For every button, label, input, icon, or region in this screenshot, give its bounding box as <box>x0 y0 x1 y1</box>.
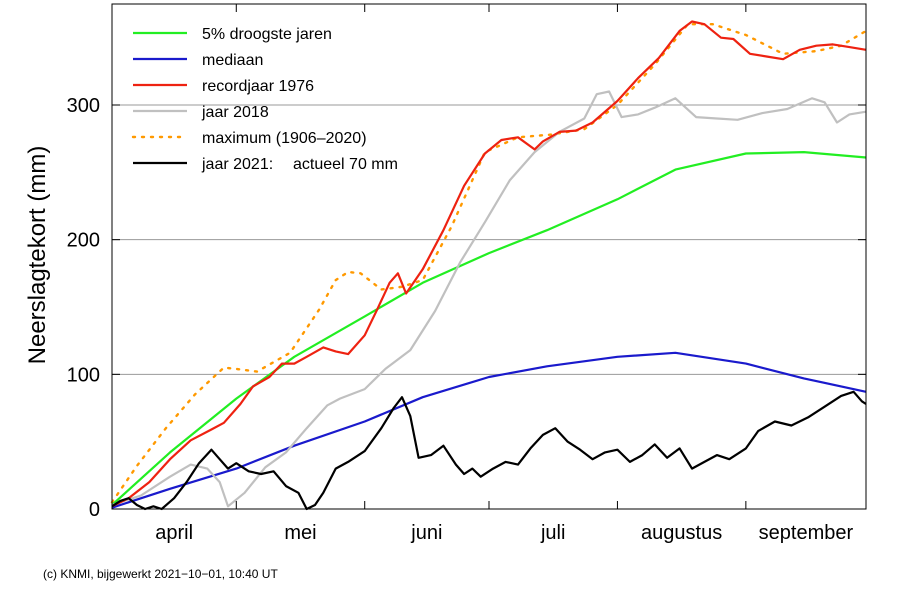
legend-label: maximum (1906–2020) <box>202 130 367 147</box>
x-tick-label: augustus <box>641 522 722 544</box>
x-tick-label: juni <box>410 522 442 544</box>
series-line-3 <box>111 90 867 508</box>
x-tick-label: mei <box>284 522 316 544</box>
grid-lines <box>112 104 866 375</box>
legend: 5% droogste jaren mediaan recordjaar 1976 j… <box>131 26 398 173</box>
y-tick-label: 200 <box>67 230 100 252</box>
series-line-5 <box>111 390 867 511</box>
x-tick-label: september <box>759 522 854 544</box>
y-axis: 0 100 200 300 <box>67 95 866 521</box>
series-line-0 <box>111 151 867 506</box>
series-line-4 <box>110 23 868 504</box>
legend-label: 5% droogste jaren <box>202 26 332 43</box>
legend-label: mediaan <box>202 52 263 69</box>
y-axis-title: Neerslagtekort (mm) <box>24 146 51 365</box>
x-tick-label: april <box>155 522 193 544</box>
legend-label-value: actueel 70 mm <box>293 156 398 173</box>
series-line-2 <box>111 20 867 508</box>
x-tick-label: juli <box>540 522 565 544</box>
series-lines <box>110 20 868 511</box>
footer-credit: (c) KNMI, bijgewerkt 2021−10−01, 10:40 U… <box>43 567 278 581</box>
y-tick-label: 100 <box>67 364 100 386</box>
legend-label: jaar 2018 <box>201 104 269 121</box>
legend-label: jaar 2021: <box>201 156 273 173</box>
y-tick-label: 300 <box>67 95 100 117</box>
x-axis: april mei juni juli augustus september <box>155 4 854 544</box>
legend-label: recordjaar 1976 <box>202 78 314 95</box>
series-line-1 <box>111 351 867 509</box>
y-tick-label: 0 <box>89 499 100 521</box>
